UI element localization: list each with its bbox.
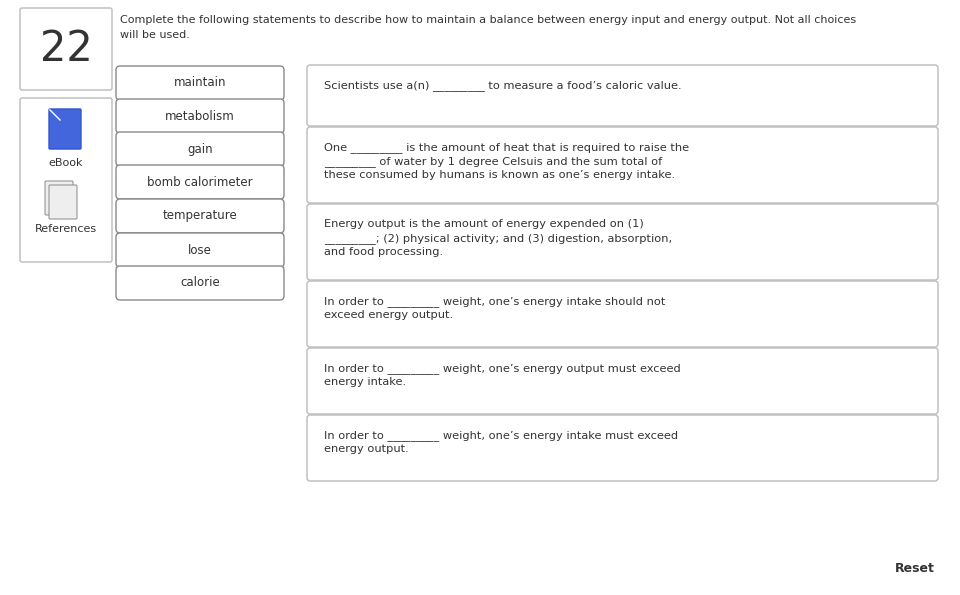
Text: maintain: maintain <box>174 77 227 89</box>
FancyBboxPatch shape <box>116 266 284 300</box>
Text: Scientists use a(n) _________ to measure a food’s caloric value.: Scientists use a(n) _________ to measure… <box>324 80 682 91</box>
Text: 22: 22 <box>39 28 92 70</box>
FancyBboxPatch shape <box>307 281 938 347</box>
Text: lose: lose <box>188 243 212 256</box>
FancyBboxPatch shape <box>307 127 938 203</box>
Text: _________ of water by 1 degree Celsuis and the sum total of: _________ of water by 1 degree Celsuis a… <box>324 156 662 167</box>
Text: One _________ is the amount of heat that is required to raise the: One _________ is the amount of heat that… <box>324 142 689 153</box>
FancyBboxPatch shape <box>307 415 938 481</box>
FancyBboxPatch shape <box>116 233 284 267</box>
FancyBboxPatch shape <box>307 204 938 280</box>
FancyBboxPatch shape <box>49 185 77 219</box>
FancyBboxPatch shape <box>307 65 938 126</box>
Text: Reset: Reset <box>895 562 935 575</box>
FancyBboxPatch shape <box>116 132 284 166</box>
Text: Complete the following statements to describe how to maintain a balance between : Complete the following statements to des… <box>120 15 856 40</box>
FancyBboxPatch shape <box>45 181 73 215</box>
Text: temperature: temperature <box>162 209 237 223</box>
Text: References: References <box>35 224 97 234</box>
FancyBboxPatch shape <box>307 348 938 414</box>
FancyBboxPatch shape <box>20 8 112 90</box>
FancyBboxPatch shape <box>49 109 81 149</box>
Text: bomb calorimeter: bomb calorimeter <box>147 176 252 189</box>
Text: and food processing.: and food processing. <box>324 247 444 257</box>
Text: In order to _________ weight, one’s energy output must exceed: In order to _________ weight, one’s ener… <box>324 363 681 374</box>
FancyBboxPatch shape <box>116 165 284 199</box>
Text: Energy output is the amount of energy expended on (1): Energy output is the amount of energy ex… <box>324 219 644 229</box>
Text: energy intake.: energy intake. <box>324 377 406 387</box>
Text: these consumed by humans is known as one’s energy intake.: these consumed by humans is known as one… <box>324 170 675 180</box>
Text: In order to _________ weight, one’s energy intake should not: In order to _________ weight, one’s ener… <box>324 296 665 307</box>
FancyBboxPatch shape <box>116 66 284 100</box>
Text: _________; (2) physical activity; and (3) digestion, absorption,: _________; (2) physical activity; and (3… <box>324 233 672 244</box>
FancyBboxPatch shape <box>116 99 284 133</box>
FancyBboxPatch shape <box>20 98 112 262</box>
Text: exceed energy output.: exceed energy output. <box>324 310 453 320</box>
FancyBboxPatch shape <box>116 199 284 233</box>
Text: In order to _________ weight, one’s energy intake must exceed: In order to _________ weight, one’s ener… <box>324 430 678 441</box>
Text: metabolism: metabolism <box>165 109 235 123</box>
Text: calorie: calorie <box>180 277 220 290</box>
Text: energy output.: energy output. <box>324 444 409 454</box>
Text: gain: gain <box>187 142 213 155</box>
Text: eBook: eBook <box>49 158 84 168</box>
